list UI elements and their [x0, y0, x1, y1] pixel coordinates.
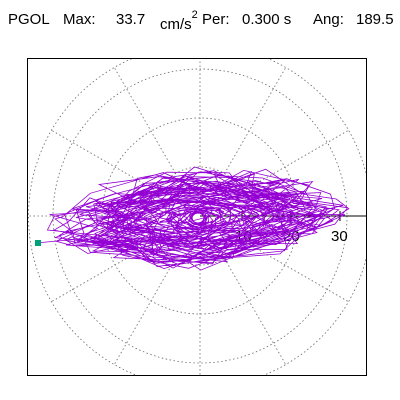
max-unit-exponent: 2 — [191, 9, 198, 21]
period-value: 0.300 s — [242, 11, 292, 28]
station-code: PGOL — [8, 11, 50, 28]
polar-plot-canvas: 10 20 30 — [28, 59, 366, 375]
angle-label: Ang: — [313, 11, 344, 28]
trace-start-marker — [35, 240, 41, 246]
angle-value: 189.5 — [356, 11, 394, 28]
max-value: 33.7 — [116, 11, 146, 28]
axis-tick-label-30: 30 — [331, 228, 348, 245]
particle-motion-trace — [35, 166, 350, 271]
grid-spoke-2 — [224, 67, 287, 174]
grid-spoke-11 — [242, 240, 349, 303]
grid-spoke-10 — [224, 258, 287, 365]
grid-spoke-1 — [242, 129, 349, 192]
max-label: Max: — [63, 11, 96, 28]
period-label: Per: — [202, 11, 230, 28]
grid-spoke-5 — [51, 129, 158, 192]
max-unit-base: cm/s — [160, 16, 192, 33]
trace-path — [35, 166, 350, 271]
grid-spoke-8 — [113, 258, 176, 365]
max-unit: cm/s2 — [160, 9, 198, 34]
particle-motion-plot: 10 20 30 — [27, 58, 367, 376]
grid-spoke-4 — [113, 67, 176, 174]
